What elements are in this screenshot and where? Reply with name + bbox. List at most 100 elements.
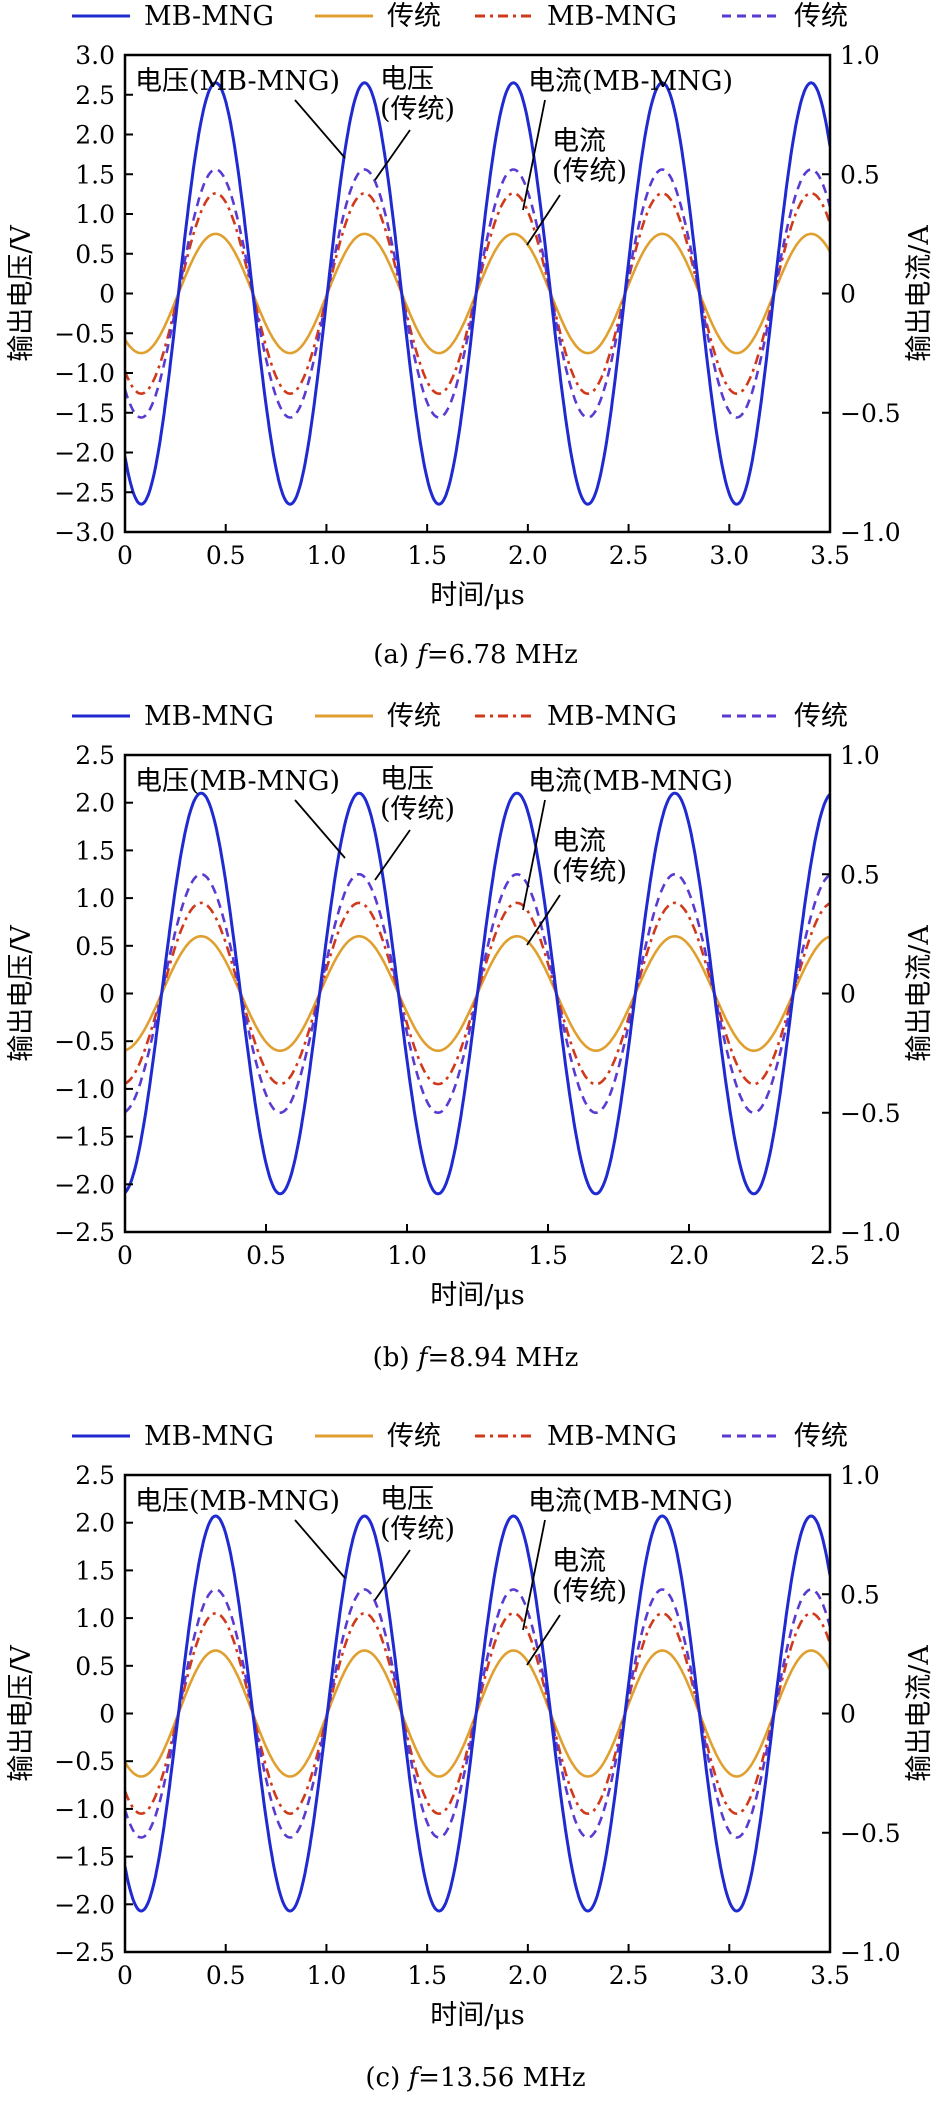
- y2-tick-label: 0: [840, 1700, 856, 1729]
- caption-value: =6.78 MHz: [426, 640, 578, 670]
- x-tick-label: 0: [117, 1961, 133, 1990]
- y2-tick-label: −0.5: [840, 1819, 901, 1848]
- legend-label-1: 传统: [387, 701, 441, 732]
- annotation-voltage-mbmng: 电压(MB-MNG): [135, 766, 340, 797]
- annotation-voltage-mbmng-leader: [294, 1519, 346, 1579]
- annotation-voltage-trad: (传统): [380, 794, 455, 825]
- y-tick-label: 1.5: [75, 1556, 115, 1585]
- chart-a-svg: MB-MNG 传统 MB-MNG 传统 3.0 2.5 2.0 1.5 1.0 0.5 0 −0.5 −…: [6, 1, 935, 611]
- y-tick-label: 2.5: [75, 1461, 115, 1490]
- legend-label-0: MB-MNG: [144, 1, 274, 32]
- y2-tick-label: −1.0: [840, 1218, 901, 1247]
- annotation-current-mbmng: 电流(MB-MNG): [528, 1486, 733, 1517]
- y2-tick-label: 1.0: [840, 741, 880, 770]
- y-tick-label: 2.5: [75, 81, 115, 110]
- annotation-current-mbmng: 电流(MB-MNG): [528, 66, 733, 97]
- caption-prefix: (c): [365, 2063, 401, 2093]
- x-tick-label: 0: [117, 541, 133, 570]
- annotation-current-mbmng-leader: [522, 99, 546, 211]
- caption-prefix: (b): [372, 1343, 410, 1373]
- annotation-current-trad: (传统): [552, 856, 627, 887]
- y-tick-label: 0: [99, 1700, 115, 1729]
- annotation-current-trad: (传统): [552, 1576, 627, 1607]
- y-tick-label: −2.0: [54, 439, 115, 468]
- series-line-0: [125, 791, 830, 1196]
- legend: MB-MNG 传统 MB-MNG 传统: [72, 1, 848, 32]
- series-group: [125, 791, 830, 1196]
- x-tick-label: 1.0: [387, 1241, 427, 1270]
- x-tick-label: 1.5: [528, 1241, 568, 1270]
- caption-value: =13.56 MHz: [418, 2063, 586, 2093]
- legend-label-1: 传统: [387, 1, 441, 32]
- y2-tick-label: 0.5: [840, 860, 880, 889]
- annotations: 电压(MB-MNG) 电压(传统)电流(MB-MNG)电流(传统): [135, 64, 733, 246]
- annotation-voltage-trad-leader: [374, 1549, 411, 1601]
- annotation-voltage-mbmng-leader: [294, 99, 346, 159]
- x-axis-label: 时间/μs: [430, 580, 525, 611]
- x-tick-label: 3.5: [810, 1961, 850, 1990]
- series-line-3: [125, 1588, 830, 1839]
- chart-c-svg: MB-MNG 传统 MB-MNG 传统 2.5 2.0 1.5 1.0 0.5 0 −0.5 −1.0…: [6, 1421, 935, 2031]
- x-axis-label: 时间/μs: [430, 2000, 525, 2031]
- x-tick-label: 2.5: [609, 541, 649, 570]
- legend-label-2: MB-MNG: [547, 1, 677, 32]
- y-tick-label: 1.5: [75, 160, 115, 189]
- y-tick-label: 0.5: [75, 932, 115, 961]
- y-tick-label: 2.5: [75, 741, 115, 770]
- legend-label-2: MB-MNG: [547, 701, 677, 732]
- y-tick-label: −0.5: [54, 1027, 115, 1056]
- x-axis-label: 时间/μs: [430, 1280, 525, 1311]
- annotation-current-trad-leader: [526, 1614, 561, 1666]
- x-tick-label: 2.5: [810, 1241, 850, 1270]
- annotation-voltage-trad-leader: [374, 129, 411, 181]
- caption-prefix: (a): [373, 640, 409, 670]
- chart-c-caption: (c) f=13.56 MHz: [0, 2063, 951, 2093]
- series-group: [125, 81, 830, 506]
- annotation-current-trad: 电流: [552, 826, 606, 857]
- annotation-voltage-trad: (传统): [380, 94, 455, 125]
- y2-axis-label: 输出电流/A: [904, 925, 935, 1062]
- y-tick-label: 0.5: [75, 240, 115, 269]
- x-tick-label: 2.0: [508, 1961, 548, 1990]
- x-tick-label: 0.5: [206, 1961, 246, 1990]
- annotation-current-mbmng-leader: [522, 799, 546, 911]
- annotation-voltage-trad: 电压: [380, 64, 434, 95]
- annotation-voltage-trad: 电压: [380, 764, 434, 795]
- legend-label-1: 传统: [387, 1421, 441, 1452]
- x-tick-label: 2.5: [609, 1961, 649, 1990]
- y2-tick-label: −1.0: [840, 1938, 901, 1967]
- x-tick-label: 3.5: [810, 541, 850, 570]
- y-tick-label: −3.0: [54, 518, 115, 547]
- y-tick-label: 1.0: [75, 200, 115, 229]
- y-tick-label: 0: [99, 980, 115, 1009]
- y-axis-label: 输出电压/V: [6, 225, 37, 362]
- chart-panel-a: MB-MNG 传统 MB-MNG 传统 3.0 2.5 2.0 1.5 1.0 0.5 0 −0.5 −…: [0, 0, 951, 680]
- annotation-current-trad: (传统): [552, 156, 627, 187]
- y-tick-label: 2.0: [75, 1509, 115, 1538]
- y-tick-label: −0.5: [54, 319, 115, 348]
- y-tick-label: −0.5: [54, 1747, 115, 1776]
- legend-label-3: 传统: [794, 1421, 848, 1452]
- y-tick-label: 2.0: [75, 789, 115, 818]
- annotation-voltage-trad: 电压: [380, 1484, 434, 1515]
- y-tick-label: 1.0: [75, 1604, 115, 1633]
- y-tick-label: −2.5: [54, 1938, 115, 1967]
- series-line-3: [125, 168, 830, 419]
- legend-label-3: 传统: [794, 1, 848, 32]
- chart-a-caption: (a) f=6.78 MHz: [0, 640, 951, 670]
- annotation-voltage-trad-leader: [374, 829, 411, 881]
- annotation-current-trad-leader: [526, 194, 561, 246]
- legend-label-0: MB-MNG: [144, 1421, 274, 1452]
- annotation-current-trad: 电流: [552, 126, 606, 157]
- x-tick-label: 1.5: [407, 1961, 447, 1990]
- y-tick-label: 0.5: [75, 1652, 115, 1681]
- annotation-current-trad-leader: [526, 894, 561, 946]
- y-tick-label: −2.0: [54, 1890, 115, 1919]
- y-tick-label: −2.5: [54, 1218, 115, 1247]
- y2-tick-label: 1.0: [840, 1461, 880, 1490]
- y-tick-label: −1.0: [54, 1075, 115, 1104]
- chart-panel-b: MB-MNG 传统 MB-MNG 传统 2.5 2.0 1.5 1.0 0.5 0 −0.5 −1.0…: [0, 700, 951, 1380]
- x-tick-label: 0.5: [246, 1241, 286, 1270]
- series-line-0: [125, 81, 830, 506]
- y-tick-label: −2.5: [54, 478, 115, 507]
